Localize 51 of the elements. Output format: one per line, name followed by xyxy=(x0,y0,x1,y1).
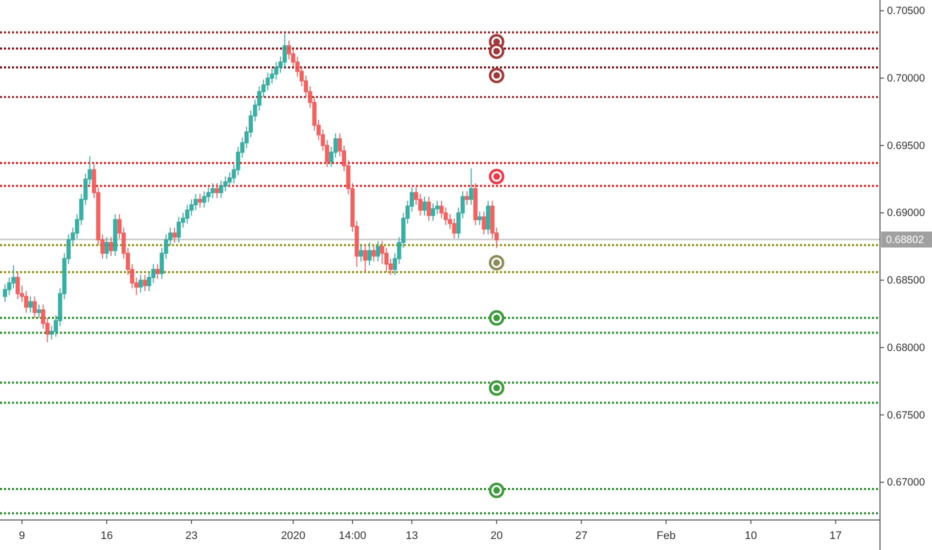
candlestick xyxy=(430,202,436,222)
candlestick xyxy=(32,296,37,318)
candlestick xyxy=(452,218,456,239)
candlestick xyxy=(176,216,181,243)
candlestick xyxy=(138,274,143,293)
candlestick xyxy=(367,242,372,266)
candlestick xyxy=(142,274,147,292)
y-tick-label: 0.68500 xyxy=(887,274,926,287)
candlestick xyxy=(210,182,215,199)
x-tick-label: 10 xyxy=(744,530,757,542)
candlestick xyxy=(113,214,118,256)
candlestick xyxy=(358,244,364,262)
x-tick-label: 27 xyxy=(575,530,588,542)
candlestick xyxy=(486,200,490,235)
candlestick xyxy=(482,211,486,235)
candlestick xyxy=(478,211,482,226)
x-tick-label: 13 xyxy=(406,530,418,542)
x-tick-label: 23 xyxy=(185,530,198,542)
y-tick-label: 0.67000 xyxy=(887,476,926,489)
x-tick-label: Feb xyxy=(656,530,676,542)
candlestick xyxy=(464,190,470,206)
candlestick xyxy=(36,304,42,318)
candlestick xyxy=(372,244,376,262)
candlestick xyxy=(28,296,33,314)
candlestick xyxy=(198,193,202,208)
candlestick xyxy=(219,180,224,199)
x-tick-label: 14:00 xyxy=(338,530,366,542)
candlestick xyxy=(172,227,177,243)
candlestick xyxy=(426,196,431,222)
y-tick-label: 0.69500 xyxy=(887,140,926,152)
y-tick-label: 0.69000 xyxy=(887,207,926,220)
candlestick xyxy=(422,196,427,216)
ref-line-label: 0.68802 xyxy=(886,234,924,246)
candlestick xyxy=(202,190,206,208)
x-tick-label: 9 xyxy=(18,530,26,542)
candlestick xyxy=(363,244,368,273)
y-tick-label: 0.70500 xyxy=(887,5,926,18)
candlestick xyxy=(376,240,380,262)
candlestick xyxy=(108,236,114,256)
y-tick-label: 0.70000 xyxy=(887,72,926,84)
candlestick xyxy=(16,272,20,300)
candlestick xyxy=(214,182,219,199)
candlestick xyxy=(469,168,474,206)
candlestick xyxy=(104,236,109,260)
y-tick-label: 0.68000 xyxy=(887,342,926,354)
candlestick xyxy=(155,264,160,280)
x-tick-label: 16 xyxy=(100,530,113,542)
x-tick-label: 20 xyxy=(490,530,503,542)
x-tick-label: 17 xyxy=(829,530,842,542)
y-tick-label: 0.67500 xyxy=(887,409,926,422)
x-tick-label: 2020 xyxy=(280,530,306,542)
